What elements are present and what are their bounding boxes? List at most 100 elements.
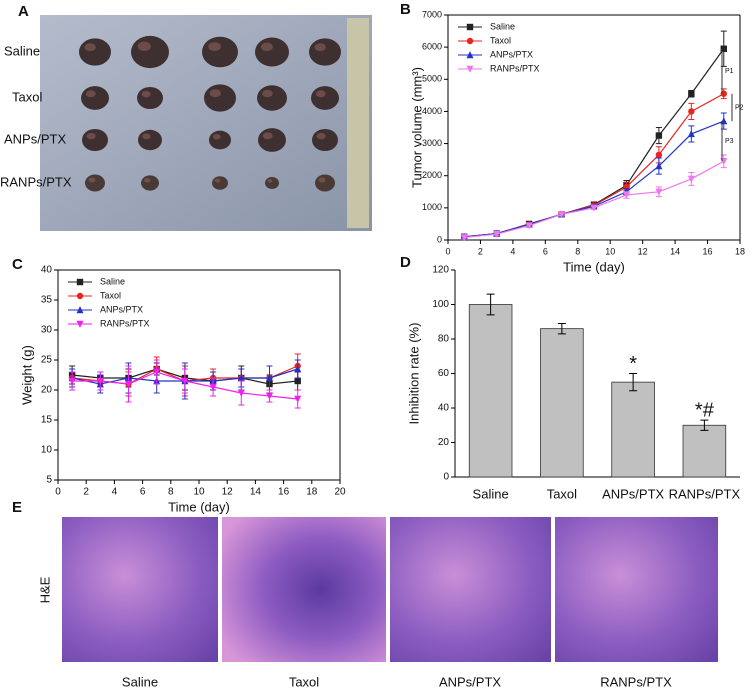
- y-tick-label: 2000: [422, 170, 442, 180]
- tumor-highlight: [86, 132, 96, 140]
- x-tick-label: 8: [168, 487, 174, 498]
- tumor: [312, 128, 338, 152]
- row-label: Taxol: [12, 89, 42, 104]
- y-tick-label: 3000: [422, 138, 442, 148]
- y-axis-title: Inhibition rate (%): [406, 323, 421, 425]
- tumor: [315, 174, 335, 192]
- x-tick-label: 10: [193, 487, 205, 498]
- tumor-highlight: [85, 90, 96, 98]
- x-tick-label: 12: [222, 487, 234, 498]
- marker: [265, 392, 274, 400]
- y-tick-label: 0: [443, 472, 449, 483]
- tumor-highlight: [84, 43, 96, 52]
- x-tick-label: 10: [605, 246, 615, 256]
- row-label: Saline: [4, 43, 40, 58]
- tumor: [309, 38, 341, 66]
- tumor-highlight: [137, 41, 151, 52]
- tumor-highlight: [144, 178, 151, 183]
- marker: [720, 158, 728, 166]
- tumor: [137, 86, 163, 110]
- y-tick-label: 0: [437, 234, 442, 244]
- y-tick-label: 10: [41, 445, 53, 456]
- marker: [294, 377, 301, 385]
- marker: [590, 204, 598, 212]
- ruler: [347, 18, 369, 228]
- tumor-highlight: [208, 42, 221, 52]
- error-bar: [700, 419, 709, 431]
- tumor: [265, 177, 279, 189]
- row-label: RANPs/PTX: [0, 174, 72, 189]
- marker: [525, 222, 533, 230]
- y-tick-label: 4000: [422, 106, 442, 116]
- marker: [237, 374, 245, 382]
- y-tick-label: 5000: [422, 74, 442, 84]
- legend-label: Saline: [100, 276, 125, 286]
- legend-label: Taxol: [100, 290, 121, 300]
- tumor-highlight: [262, 89, 273, 98]
- marker: [687, 175, 695, 183]
- tumor: [255, 37, 289, 67]
- x-axis-title: Time (day): [563, 259, 625, 274]
- tumor-highlight: [142, 133, 151, 140]
- series-line: [464, 120, 724, 238]
- x-tick-label: 4: [510, 246, 515, 256]
- y-tick-label: 30: [41, 325, 53, 336]
- x-tick-label: 6: [543, 246, 548, 256]
- legend-label: Taxol: [490, 35, 511, 45]
- tumor: [85, 174, 105, 192]
- marker: [558, 211, 566, 219]
- y-tick-label: 20: [41, 385, 53, 396]
- marker: [655, 132, 663, 139]
- x-tick-label: RANPs/PTX: [669, 486, 741, 501]
- x-tick-label: 20: [334, 487, 346, 498]
- tumor: [209, 130, 231, 150]
- marker: [720, 117, 728, 125]
- marker: [466, 23, 474, 31]
- x-tick-label: 14: [250, 487, 262, 498]
- panel-label: D: [400, 254, 411, 271]
- significance-mark: *: [629, 353, 637, 375]
- tumor: [79, 38, 111, 66]
- marker: [655, 151, 663, 159]
- tumor: [257, 85, 287, 111]
- y-tick-label: 7000: [422, 9, 442, 19]
- y-tick-label: 6000: [422, 42, 442, 52]
- tumor-highlight: [315, 90, 326, 98]
- x-tick-label: 16: [703, 246, 713, 256]
- x-tick-label: 8: [575, 246, 580, 256]
- marker: [181, 377, 189, 385]
- marker: [237, 389, 245, 397]
- marker: [76, 320, 84, 328]
- y-tick-label: 60: [438, 368, 450, 379]
- tumor-highlight: [214, 178, 221, 183]
- y-tick-label: 100: [432, 299, 449, 310]
- error-bar: [557, 322, 566, 335]
- series-line: [464, 160, 725, 239]
- panel-label: A: [18, 3, 29, 20]
- tumor-highlight: [262, 132, 273, 140]
- y-tick-label: 35: [41, 295, 53, 306]
- marker: [209, 383, 217, 391]
- error-bar: [486, 293, 495, 316]
- marker: [153, 368, 161, 376]
- bar: [468, 304, 513, 478]
- marker: [76, 278, 84, 286]
- bar: [540, 328, 584, 478]
- y-tick-label: 25: [41, 355, 53, 366]
- y-axis-title: Weight (g): [19, 345, 34, 405]
- histology-image: [555, 517, 718, 662]
- legend-label: RANPs/PTX: [100, 318, 150, 328]
- x-axis-title: Time (day): [168, 499, 230, 514]
- x-tick-label: 4: [112, 487, 118, 498]
- tumor: [81, 86, 109, 110]
- marker: [76, 306, 84, 314]
- marker: [466, 51, 474, 59]
- x-tick-label: ANPs/PTX: [602, 486, 664, 501]
- x-tick-label: 12: [638, 246, 648, 256]
- histology-image: [222, 517, 386, 662]
- x-tick-label: 6: [140, 487, 146, 498]
- marker: [655, 188, 663, 196]
- tumor-group: [79, 35, 341, 192]
- y-tick-label: 15: [41, 415, 53, 426]
- y-tick-label: 80: [438, 334, 450, 345]
